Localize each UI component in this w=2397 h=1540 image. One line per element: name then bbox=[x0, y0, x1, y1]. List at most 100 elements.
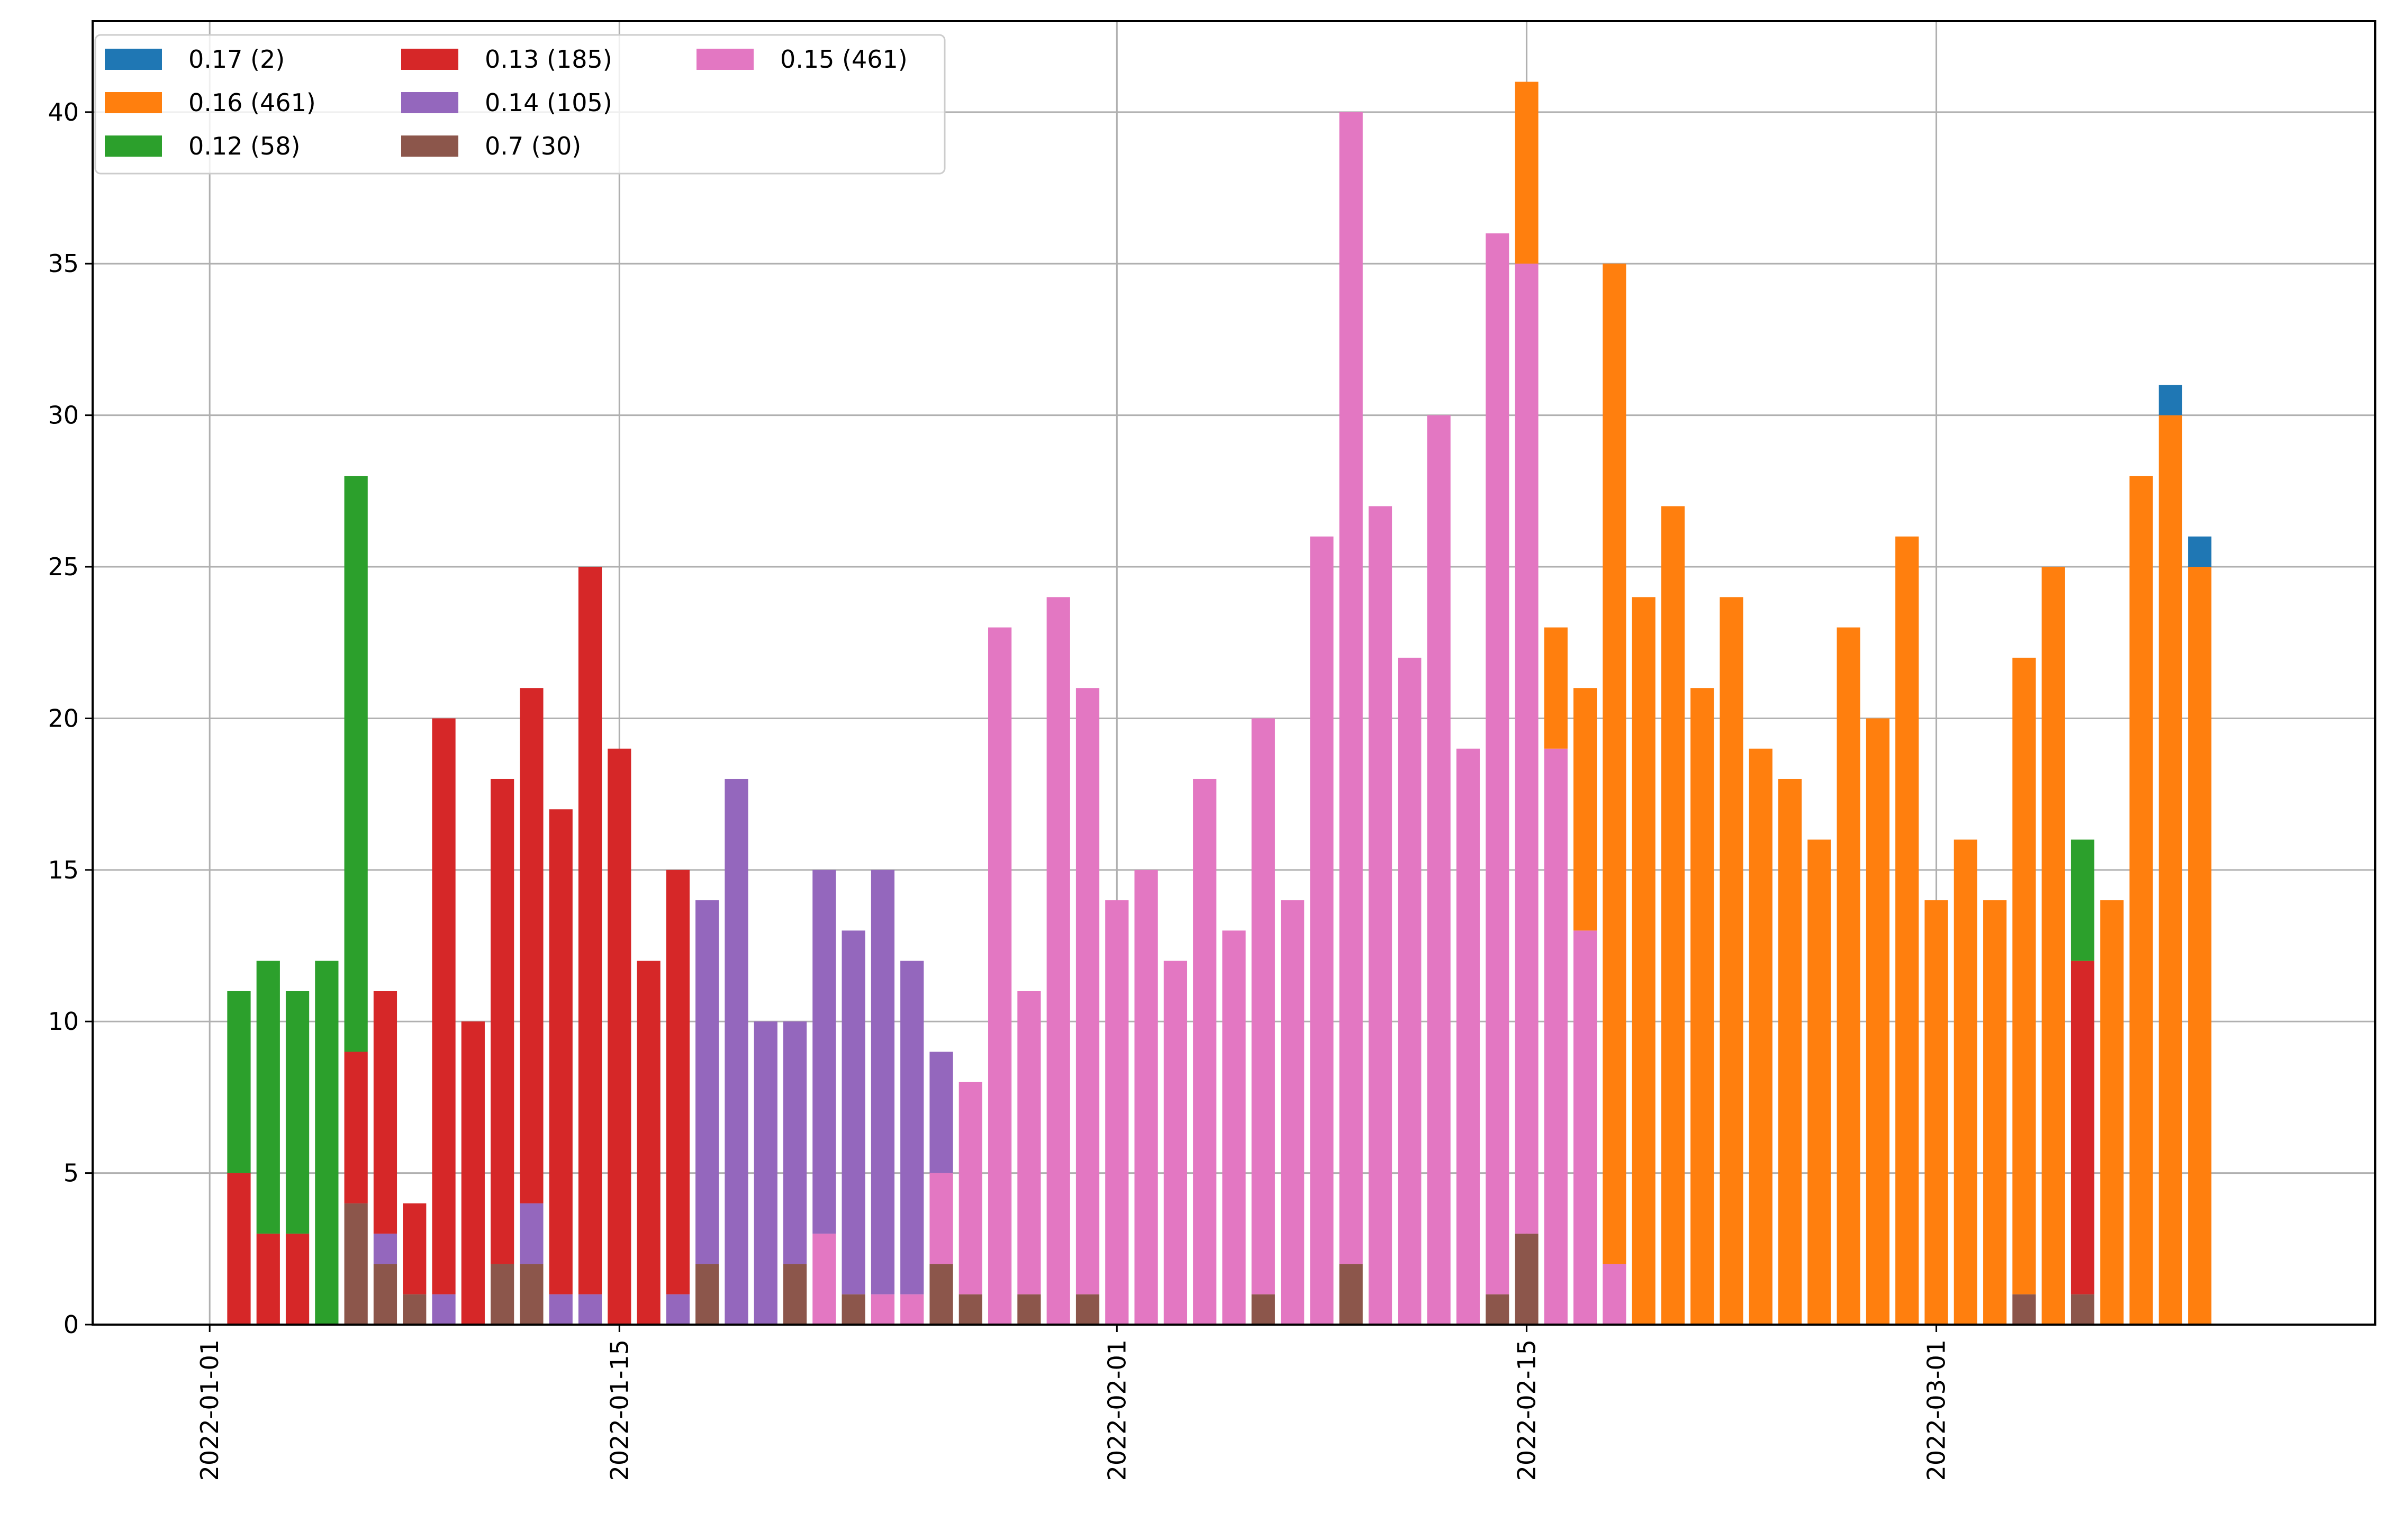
legend-swatch bbox=[105, 92, 162, 113]
bar-segment bbox=[578, 567, 602, 1294]
legend-swatch bbox=[697, 49, 754, 70]
bar-segment bbox=[1398, 657, 1422, 1325]
x-tick-label: 2022-01-15 bbox=[605, 1339, 634, 1481]
bar-segment bbox=[666, 869, 690, 1294]
bar-segment bbox=[1866, 718, 1890, 1325]
y-tick-label: 40 bbox=[48, 98, 79, 126]
bar-segment bbox=[1251, 718, 1275, 1294]
bar-segment bbox=[1017, 991, 1041, 1294]
bar-segment bbox=[491, 778, 514, 1264]
bar-segment bbox=[2012, 657, 2036, 1294]
bar-segment bbox=[256, 1234, 280, 1325]
bar-segment bbox=[988, 627, 1012, 1325]
bar-segment bbox=[1778, 778, 1802, 1325]
bar-segment bbox=[1983, 900, 2007, 1325]
y-tick-label: 5 bbox=[64, 1159, 79, 1188]
legend-label: 0.17 (2) bbox=[188, 45, 285, 74]
bar-segment bbox=[1075, 688, 1100, 1294]
bar-segment bbox=[871, 869, 895, 1294]
bar-segment bbox=[2158, 415, 2183, 1325]
bar-segment bbox=[2188, 567, 2212, 1325]
bar-segment bbox=[725, 778, 748, 1325]
bar-segment bbox=[491, 1264, 514, 1325]
bar-segment bbox=[842, 930, 865, 1294]
bar-segment bbox=[900, 1294, 924, 1325]
legend-swatch bbox=[401, 49, 458, 70]
x-tick-label: 2022-03-01 bbox=[1922, 1339, 1951, 1481]
bar-segment bbox=[285, 1234, 310, 1325]
legend: 0.17 (2) 0.16 (461) 0.12 (58) 0.13 (185) 0.1… bbox=[94, 34, 946, 175]
x-tick-label: 2022-02-15 bbox=[1512, 1339, 1541, 1481]
bar-segment bbox=[2100, 900, 2124, 1325]
bar-segment bbox=[461, 1021, 485, 1325]
bar-segment bbox=[812, 869, 836, 1234]
bar-segment bbox=[1632, 597, 1656, 1325]
bar-segment bbox=[1486, 1294, 1509, 1325]
bar-segment bbox=[2129, 476, 2153, 1325]
bar-segment bbox=[783, 1021, 807, 1264]
bar-segment bbox=[1163, 961, 1188, 1325]
bar-segment bbox=[2041, 567, 2065, 1325]
legend-swatch bbox=[105, 49, 162, 70]
bar-segment bbox=[1924, 900, 1948, 1325]
bar-segment bbox=[1251, 1294, 1275, 1325]
bar-segment bbox=[1427, 415, 1451, 1325]
bar-segment bbox=[1310, 536, 1334, 1325]
bar-segment bbox=[1486, 233, 1509, 1294]
bar-segment bbox=[344, 1203, 368, 1325]
bar-segment bbox=[227, 991, 251, 1173]
x-tick-label: 2022-01-01 bbox=[195, 1339, 224, 1481]
bar-segment bbox=[2070, 961, 2095, 1294]
bar-segment bbox=[373, 1264, 397, 1325]
y-tick-label: 20 bbox=[48, 704, 79, 732]
bar-segment bbox=[2012, 1294, 2036, 1325]
bar-segment bbox=[1573, 688, 1597, 931]
bar-segment bbox=[1953, 839, 1977, 1325]
bar-segment bbox=[1515, 81, 1539, 264]
y-tick-label: 10 bbox=[48, 1007, 79, 1036]
bar-segment bbox=[1720, 597, 1743, 1325]
bar-segment bbox=[666, 1294, 690, 1325]
bar-segment bbox=[2070, 1294, 2095, 1325]
bar-segment bbox=[549, 1294, 573, 1325]
y-tick-label: 30 bbox=[48, 401, 79, 430]
bar-segment bbox=[1017, 1294, 1041, 1325]
bar-segment bbox=[1749, 748, 1772, 1325]
bar-segment bbox=[929, 1264, 953, 1325]
bar-segment bbox=[1895, 536, 1919, 1325]
y-tick-label: 0 bbox=[64, 1310, 79, 1339]
legend-swatch bbox=[401, 135, 458, 157]
bar-segment bbox=[1075, 1294, 1100, 1325]
legend-swatch bbox=[105, 135, 162, 157]
bar-segment bbox=[227, 1173, 251, 1325]
bar-segment bbox=[403, 1294, 427, 1325]
bar-segment bbox=[2188, 536, 2212, 567]
x-tick-label: 2022-02-01 bbox=[1102, 1339, 1131, 1481]
bar-segment bbox=[695, 1264, 719, 1325]
bar-segment bbox=[958, 1082, 982, 1294]
bar-segment bbox=[929, 1173, 953, 1264]
bar-segment bbox=[608, 748, 631, 1325]
bar-segment bbox=[578, 1294, 602, 1325]
bar-segment bbox=[871, 1294, 895, 1325]
legend-label: 0.12 (58) bbox=[188, 132, 300, 160]
bar-segment bbox=[842, 1294, 865, 1325]
bar-segment bbox=[900, 961, 924, 1294]
legend-swatch bbox=[401, 92, 458, 113]
bar-segment bbox=[432, 718, 456, 1294]
legend-label: 0.13 (185) bbox=[485, 45, 612, 74]
bar-segment bbox=[1193, 778, 1217, 1325]
bars bbox=[227, 81, 2212, 1325]
bar-segment bbox=[958, 1294, 982, 1325]
legend-label: 0.14 (105) bbox=[485, 88, 612, 117]
bar-segment bbox=[1222, 930, 1246, 1325]
bar-segment bbox=[549, 809, 573, 1294]
y-tick-label: 15 bbox=[48, 856, 79, 884]
legend-label: 0.16 (461) bbox=[188, 88, 316, 117]
bar-segment bbox=[344, 1052, 368, 1203]
bar-segment bbox=[1339, 1264, 1363, 1325]
bar-segment bbox=[344, 476, 368, 1052]
bar-segment bbox=[1105, 900, 1129, 1325]
